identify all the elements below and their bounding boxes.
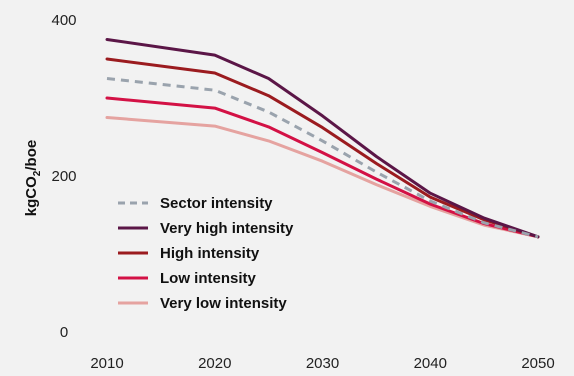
series-line-very-high-intensity [105, 38, 540, 239]
legend-label: Very high intensity [160, 220, 294, 237]
x-tick-label: 2040 [414, 355, 447, 372]
x-tick-label: 2010 [90, 355, 123, 372]
x-tick-label: 2020 [198, 355, 231, 372]
series-lines [105, 38, 540, 239]
y-tick-label: 200 [51, 168, 76, 185]
legend: Sector intensity Very high intensity High … [118, 195, 294, 312]
series-line-sector-intensity [106, 77, 539, 239]
series-line-very-low-intensity [105, 116, 540, 239]
legend-label: Very low intensity [160, 295, 287, 312]
legend-label: High intensity [160, 245, 260, 262]
y-tick-label: 400 [51, 12, 76, 29]
legend-label: Low intensity [160, 270, 256, 287]
legend-label: Sector intensity [160, 195, 273, 212]
x-tick-label: 2030 [306, 355, 339, 372]
y-axis-ticks: 0 200 400 [51, 12, 76, 341]
x-tick-label: 2050 [521, 355, 554, 372]
y-tick-label: 0 [60, 324, 68, 341]
x-axis-ticks: 2010 2020 2030 2040 2050 [90, 355, 554, 372]
y-axis-label: kgCO2/boe [23, 140, 43, 216]
series-line-high-intensity [105, 57, 540, 239]
